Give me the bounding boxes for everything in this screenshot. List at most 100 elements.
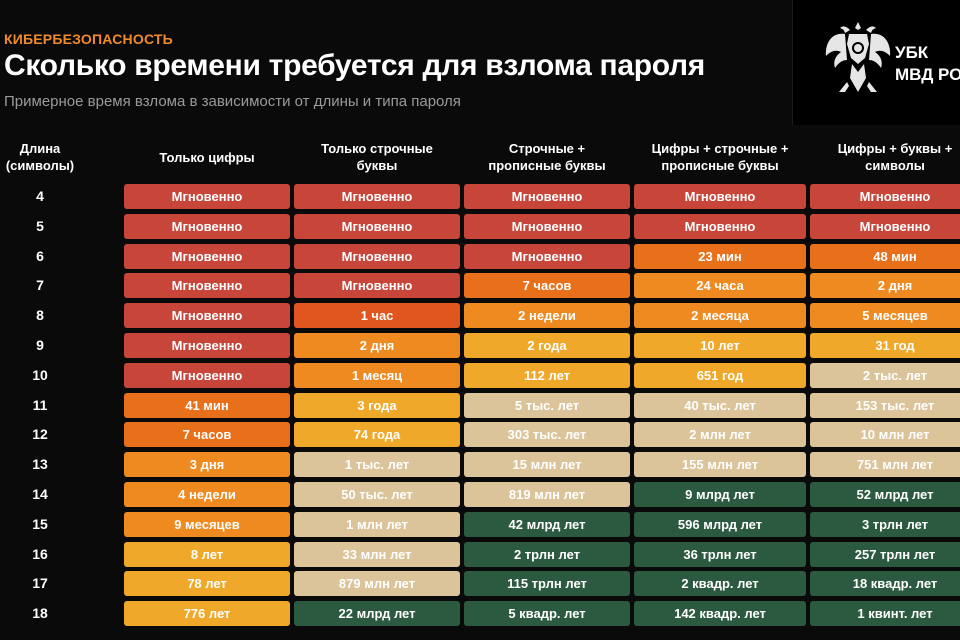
crack-time-cell: 2 млн лет — [634, 422, 806, 447]
crack-time-cell: 22 млрд лет — [294, 601, 460, 626]
crack-time-cell: 596 млрд лет — [634, 512, 806, 537]
column-header-4-line-1: Цифры + строчные + — [651, 141, 789, 156]
row-length-label: 13 — [32, 456, 48, 472]
crack-time-cell: 23 мин — [634, 244, 806, 269]
crack-time-cell: 153 тыс. лет — [810, 393, 960, 418]
crack-time-cell: 751 млн лет — [810, 452, 960, 477]
column-header-4-line-2: прописные буквы — [661, 158, 779, 173]
length-column-header: Длина (символы) — [0, 138, 80, 176]
crack-time-cell: Мгновенно — [810, 184, 960, 209]
crack-time-cell: Мгновенно — [124, 214, 290, 239]
crack-time-cell: 2 трлн лет — [464, 542, 630, 567]
crack-time-cell: Мгновенно — [124, 184, 290, 209]
crack-time-cell: 48 мин — [810, 244, 960, 269]
page-title: Сколько времени требуется для взлома пар… — [4, 49, 705, 82]
crack-time-cell: 31 год — [810, 333, 960, 358]
crack-time-cell: Мгновенно — [464, 214, 630, 239]
crack-time-cell: 4 недели — [124, 482, 290, 507]
crack-time-cell: Мгновенно — [294, 184, 460, 209]
crack-time-cell: 1 млн лет — [294, 512, 460, 537]
column-header-4: Цифры + строчные + прописные буквы — [634, 138, 806, 176]
crack-time-cell: 24 часа — [634, 273, 806, 298]
crack-time-cell: 52 млрд лет — [810, 482, 960, 507]
crack-time-cell: 3 года — [294, 393, 460, 418]
column-header-1-line-1: Только цифры — [159, 149, 255, 165]
crack-time-cell: Мгновенно — [124, 303, 290, 328]
row-length-label: 4 — [36, 188, 44, 204]
column-header-3-line-1: Строчные + — [508, 141, 586, 156]
crack-time-cell: Мгновенно — [124, 273, 290, 298]
crack-time-cell: 2 дня — [294, 333, 460, 358]
crack-time-cell: 2 года — [464, 333, 630, 358]
crack-time-cell: 2 месяца — [634, 303, 806, 328]
crack-time-cell: 78 лет — [124, 571, 290, 596]
crack-time-cell: 1 квинт. лет — [810, 601, 960, 626]
row-length-label: 9 — [36, 337, 44, 353]
row-length-label: 8 — [36, 307, 44, 323]
crack-time-cell: Мгновенно — [810, 214, 960, 239]
crack-time-cell: 9 месяцев — [124, 512, 290, 537]
crack-time-cell: Мгновенно — [294, 273, 460, 298]
column-header-5-line-1: Цифры + буквы + — [837, 141, 953, 156]
crack-time-cell: 10 лет — [634, 333, 806, 358]
crack-time-cell: 9 млрд лет — [634, 482, 806, 507]
logo: УБК МВД РО — [792, 0, 960, 125]
column-header-2-line-2: буквы — [356, 158, 398, 173]
crack-time-cell: Мгновенно — [124, 244, 290, 269]
crack-time-cell: 3 трлн лет — [810, 512, 960, 537]
column-header-2-line-1: Только строчные — [321, 141, 433, 156]
crack-time-cell: 1 месяц — [294, 363, 460, 388]
crack-time-cell: 2 недели — [464, 303, 630, 328]
crack-time-cell: 18 квадр. лет — [810, 571, 960, 596]
crack-time-cell: 7 часов — [124, 422, 290, 447]
column-header-3-line-2: прописные буквы — [488, 158, 606, 173]
row-length-label: 10 — [32, 367, 48, 383]
column-header-2: Только строчные буквы — [294, 138, 460, 176]
row-length-label: 14 — [32, 486, 48, 502]
logo-line-2: МВД РО — [895, 65, 960, 84]
crack-time-cell: 36 трлн лет — [634, 542, 806, 567]
crack-time-cell: 112 лет — [464, 363, 630, 388]
page-subtitle: Примерное время взлома в зависимости от … — [4, 93, 461, 110]
crack-time-cell: 41 мин — [124, 393, 290, 418]
crack-time-cell: 257 трлн лет — [810, 542, 960, 567]
double-headed-eagle-emblem-icon — [825, 22, 891, 92]
crack-time-cell: 1 час — [294, 303, 460, 328]
row-length-label: 12 — [32, 426, 48, 442]
crack-time-cell: Мгновенно — [464, 244, 630, 269]
column-header-3: Строчные + прописные буквы — [464, 138, 630, 176]
row-length-label: 11 — [32, 397, 48, 413]
row-length-label: 5 — [36, 218, 44, 234]
category-label: КИБЕРБЕЗОПАСНОСТЬ — [4, 31, 173, 47]
crack-time-cell: 879 млн лет — [294, 571, 460, 596]
crack-time-cell: 33 млн лет — [294, 542, 460, 567]
crack-time-cell: 40 тыс. лет — [634, 393, 806, 418]
row-length-label: 15 — [32, 516, 48, 532]
crack-time-cell: Мгновенно — [634, 184, 806, 209]
crack-time-cell: 155 млн лет — [634, 452, 806, 477]
crack-time-cell: 3 дня — [124, 452, 290, 477]
length-header-line-2: (символы) — [5, 158, 75, 173]
logo-wordmark: УБК МВД РО — [895, 42, 960, 86]
row-length-label: 16 — [32, 546, 48, 562]
crack-time-cell: 42 млрд лет — [464, 512, 630, 537]
crack-time-cell: Мгновенно — [124, 333, 290, 358]
crack-time-cell: 2 дня — [810, 273, 960, 298]
crack-time-cell: 142 квадр. лет — [634, 601, 806, 626]
crack-time-cell: 5 месяцев — [810, 303, 960, 328]
crack-time-cell: 2 тыс. лет — [810, 363, 960, 388]
crack-time-cell: 50 тыс. лет — [294, 482, 460, 507]
crack-time-cell: 115 трлн лет — [464, 571, 630, 596]
crack-time-cell: 7 часов — [464, 273, 630, 298]
crack-time-cell: 819 млн лет — [464, 482, 630, 507]
row-length-label: 7 — [36, 277, 44, 293]
crack-time-cell: Мгновенно — [124, 363, 290, 388]
crack-time-cell: Мгновенно — [294, 214, 460, 239]
crack-time-cell: Мгновенно — [634, 214, 806, 239]
crack-time-cell: 10 млн лет — [810, 422, 960, 447]
crack-time-cell: 74 года — [294, 422, 460, 447]
crack-time-cell: 5 квадр. лет — [464, 601, 630, 626]
logo-line-1: УБК — [895, 43, 929, 62]
column-header-1: Только цифры — [124, 138, 290, 176]
crack-time-cell: 1 тыс. лет — [294, 452, 460, 477]
